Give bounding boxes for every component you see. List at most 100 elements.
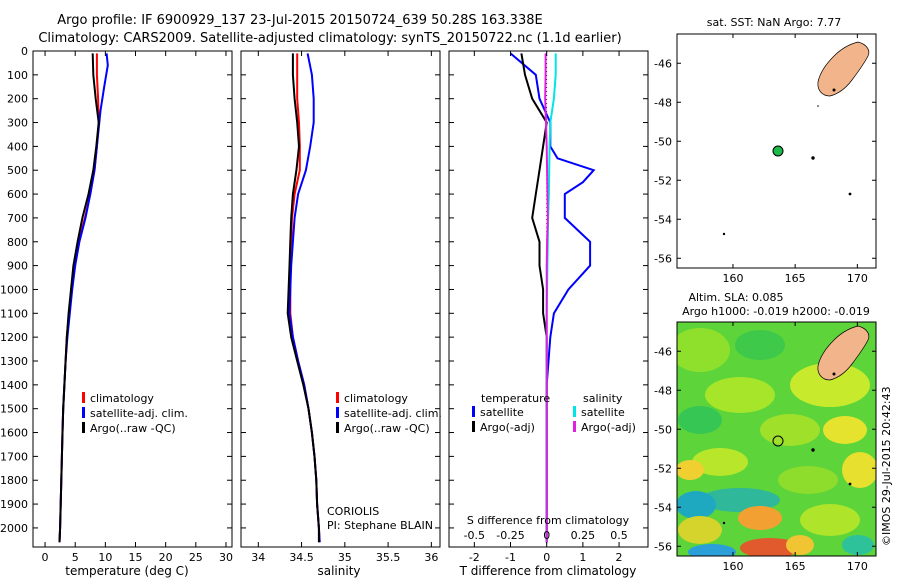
lon-tick-label: 160 [722, 560, 743, 573]
y-tick-label: 1200 [0, 331, 28, 344]
legend-swatch-temp-satellite [472, 406, 475, 417]
float-position-marker [772, 435, 784, 447]
legend-temp-argo: Argo(-adj) [480, 421, 535, 434]
x-tick-label: 0 [543, 551, 550, 564]
x-tick-label: 15 [129, 551, 143, 564]
island-marker [817, 105, 819, 107]
legend-argo: Argo(..raw -QC) [90, 422, 176, 435]
x-tick-label: 30 [219, 551, 233, 564]
x-tick-label: 35.5 [376, 551, 401, 564]
pi-label: PI: Stephane BLAIN [327, 519, 433, 532]
y-tick-label: 600 [7, 188, 28, 201]
temperature-panel: 0 5 10 15 20 25 300100200300400500600700800900… [0, 45, 233, 578]
lat-tick-label: -54 [654, 213, 672, 226]
series-line-2 [286, 53, 320, 543]
difference-top-label: S difference from climatology [467, 514, 630, 527]
x-tick-label: 1 [579, 551, 586, 564]
y-tick-label: 1600 [0, 427, 28, 440]
y-tick-label: 300 [7, 117, 28, 130]
lon-tick-label: 165 [785, 560, 806, 573]
sla-map: Altim. SLA: 0.085 Argo h1000: -0.019 h20… [654, 291, 877, 573]
y-tick-label: 1900 [0, 498, 28, 511]
legend-climatology: climatology [344, 392, 408, 405]
y-tick-label: 200 [7, 93, 28, 106]
legend-swatch-sal-argo [573, 421, 576, 432]
island-marker [722, 521, 726, 525]
lat-tick-label: -52 [654, 462, 672, 475]
y-tick-label: 400 [7, 140, 28, 153]
island-marker [848, 192, 852, 196]
legend-swatch-temp-argo [472, 421, 475, 432]
salinity-panel: 34 34.5 35 35.5 36 salinity climatology sate… [240, 50, 442, 578]
lat-tick-label: -52 [654, 174, 672, 187]
legend-swatch-climatology [82, 392, 85, 403]
data-centre-label: CORIOLIS [327, 505, 379, 518]
island-marker [832, 88, 836, 92]
x-tick-label: 34.5 [289, 551, 314, 564]
legend-argo: Argo(..raw -QC) [344, 422, 430, 435]
sla-map-title-line2: Argo h1000: -0.019 h2000: -0.019 [682, 305, 870, 318]
difference-legend: temperature satellite Argo(-adj) salinit… [472, 392, 636, 434]
series-line-2 [58, 53, 100, 543]
y-tick-label: 700 [7, 212, 28, 225]
y-tick-label: 900 [7, 260, 28, 273]
y-tick-label: 1500 [0, 403, 28, 416]
legend-sal-satellite: satellite [581, 406, 625, 419]
island-marker [848, 482, 852, 486]
legend-sal-argo: Argo(-adj) [581, 421, 636, 434]
legend-temperature-header: temperature [481, 392, 550, 405]
temperature-xlabel: temperature (deg C) [65, 564, 188, 578]
float-position-marker [772, 145, 784, 157]
legend-temp-satellite: satellite [480, 406, 524, 419]
y-tick-label: 1800 [0, 474, 28, 487]
sst-map-title: sat. SST: NaN Argo: 7.77 [707, 16, 841, 29]
s-diff-tick-label: 0 [543, 529, 550, 542]
x-tick-label: 36 [424, 551, 438, 564]
y-tick-label: 1100 [0, 307, 28, 320]
y-tick-label: 500 [7, 164, 28, 177]
lon-tick-label: 165 [785, 272, 806, 285]
x-tick-label: 2 [616, 551, 623, 564]
salinity-xlabel: salinity [317, 564, 360, 578]
sst-map: sat. SST: NaN Argo: 7.77 -46 -48 -50 -52 -54… [654, 16, 877, 285]
lat-tick-label: -46 [654, 345, 672, 358]
x-tick-label: 25 [189, 551, 203, 564]
x-tick-label: -1 [505, 551, 516, 564]
x-tick-label: 5 [72, 551, 79, 564]
lat-tick-label: -54 [654, 501, 672, 514]
y-tick-label: 1000 [0, 283, 28, 296]
difference-panel: -2 -1 0 1 2 -0.5 -0.25 0 0.25 0.5 T difference fr… [448, 50, 649, 578]
legend-swatch-sal-satellite [573, 406, 576, 417]
x-tick-label: 10 [98, 551, 112, 564]
lat-tick-label: -56 [654, 540, 672, 553]
lat-tick-label: -46 [654, 57, 672, 70]
difference-axes [448, 50, 649, 548]
salinity-axes [240, 50, 441, 548]
legend-satellite: satellite-adj. clim. [344, 407, 442, 420]
figure-title-line1: Argo profile: IF 6900929_137 23-Jul-2015… [57, 13, 542, 28]
sla-map-frame [676, 321, 877, 557]
y-tick-label: 1300 [0, 355, 28, 368]
island-marker [811, 448, 815, 452]
temperature-axes [32, 50, 233, 548]
lat-tick-label: -48 [654, 96, 672, 109]
land-mass [817, 41, 870, 97]
sla-field [677, 322, 876, 556]
legend-swatch-argo [336, 422, 339, 433]
legend-swatch-argo [82, 422, 85, 433]
lat-tick-label: -50 [654, 135, 672, 148]
legend-salinity-header: salinity [583, 392, 623, 405]
legend-satellite: satellite-adj. clim. [90, 407, 188, 420]
island-marker [722, 232, 726, 236]
s-diff-tick-label: 0.25 [571, 529, 596, 542]
legend-climatology: climatology [90, 392, 154, 405]
x-tick-label: 34 [251, 551, 265, 564]
island-marker [811, 156, 815, 160]
lat-tick-label: -56 [654, 252, 672, 265]
difference-xlabel: T difference from climatology [459, 564, 637, 578]
lon-tick-label: 170 [847, 560, 868, 573]
legend-swatch-satellite [82, 407, 85, 418]
x-tick-label: 20 [159, 551, 173, 564]
temperature-legend: climatology satellite-adj. clim. Argo(..… [82, 392, 188, 435]
